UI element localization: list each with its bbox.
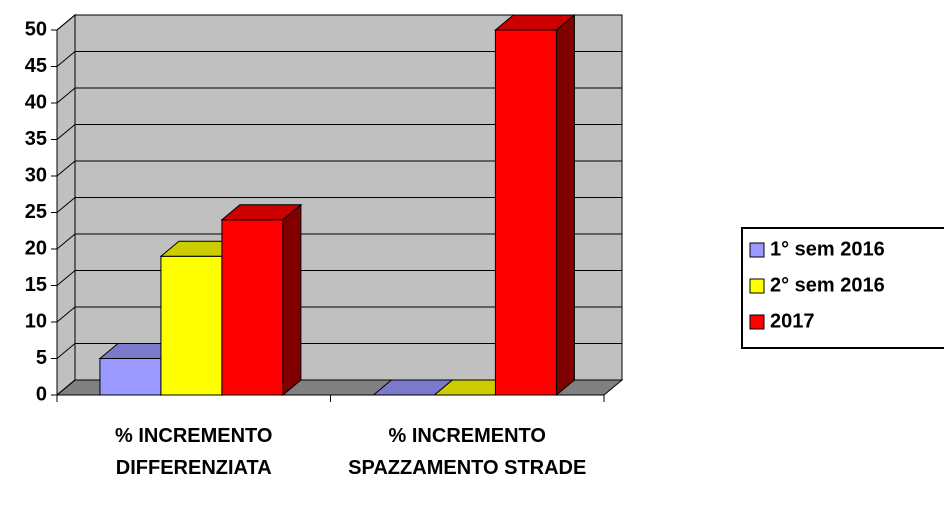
grid-line-side xyxy=(56,14,76,31)
bar-side xyxy=(555,13,575,397)
grid-line-side xyxy=(56,197,76,213)
y-tick-label: 20 xyxy=(25,237,47,259)
y-tick-label: 0 xyxy=(36,383,47,405)
grid-line-side xyxy=(56,270,76,286)
y-tick-label: 35 xyxy=(25,128,47,150)
bar xyxy=(99,358,162,396)
legend-label: 1° sem 2016 xyxy=(770,238,885,260)
x-tick-label: % INCREMENTO DIFFERENZIATA xyxy=(115,425,273,479)
grid-line-side xyxy=(56,233,76,250)
legend-box xyxy=(741,227,944,349)
y-tick-label: 10 xyxy=(25,310,47,332)
y-tick-label: 45 xyxy=(25,55,47,77)
legend-swatch xyxy=(749,242,765,258)
bar-top xyxy=(494,14,576,31)
grid-line-side xyxy=(56,343,76,359)
grid-line-side xyxy=(56,51,76,67)
legend-label: 2017 xyxy=(770,310,815,332)
y-tick-label: 15 xyxy=(25,274,47,296)
bar xyxy=(494,29,557,396)
legend-label: 2° sem 2016 xyxy=(770,274,885,296)
bar xyxy=(221,219,284,396)
y-tick-label: 5 xyxy=(36,347,47,369)
legend-swatch xyxy=(749,314,765,330)
y-tick-label: 30 xyxy=(25,164,47,186)
grid-line-side xyxy=(56,379,76,396)
y-tick-label: 50 xyxy=(25,18,47,40)
grid-line-side xyxy=(56,87,76,104)
y-tick-label: 25 xyxy=(25,201,47,223)
bar-side xyxy=(282,203,302,397)
legend-swatch xyxy=(749,278,765,294)
x-tick-label: % INCREMENTO SPAZZAMENTO STRADE xyxy=(348,425,587,479)
bar-top xyxy=(220,204,303,221)
y-tick-label: 40 xyxy=(25,91,47,113)
grid-line-side xyxy=(56,124,76,140)
grid-line-side xyxy=(56,160,76,177)
bar xyxy=(160,255,223,396)
grid-line-side xyxy=(56,306,76,323)
